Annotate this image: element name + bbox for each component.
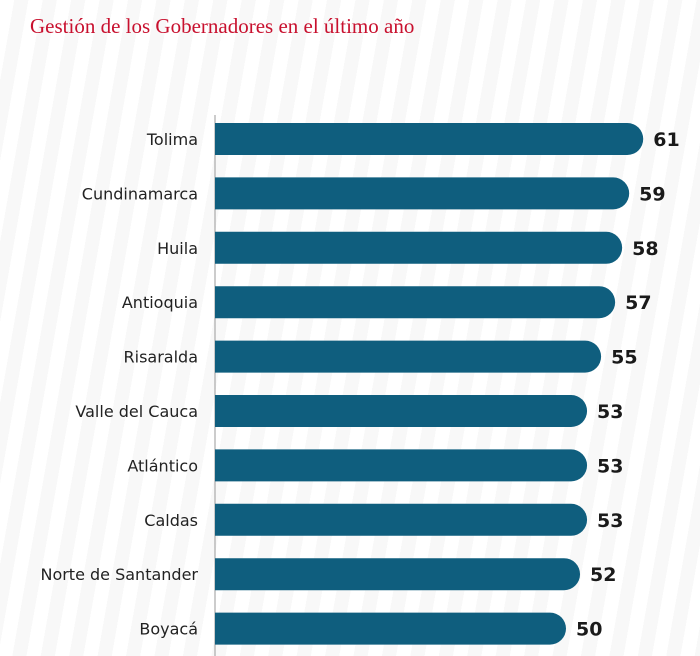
bar-9	[215, 612, 566, 645]
value-label: 59	[639, 183, 665, 205]
category-label: Antioquia	[122, 293, 198, 312]
category-label: Boyacá	[139, 620, 198, 639]
bar-6	[215, 449, 588, 482]
bars-group	[215, 123, 644, 645]
category-label: Tolima	[146, 130, 198, 149]
value-label: 61	[653, 129, 679, 151]
category-label: Caldas	[144, 511, 198, 530]
bar-2	[215, 231, 623, 264]
value-label: 53	[597, 401, 623, 423]
bar-5	[215, 395, 588, 427]
category-label: Norte de Santander	[40, 565, 198, 584]
value-label: 52	[590, 564, 616, 586]
chart-title: Gestión de los Gobernadores en el último…	[30, 14, 415, 38]
category-label: Valle del Cauca	[75, 402, 198, 421]
bar-3	[215, 286, 616, 319]
bar-0	[215, 123, 644, 155]
value-label: 53	[597, 455, 623, 477]
value-label: 55	[611, 347, 637, 369]
value-label: 57	[625, 292, 651, 314]
bar-8	[215, 558, 581, 591]
category-label: Cundinamarca	[82, 184, 198, 203]
category-label: Atlántico	[127, 456, 198, 475]
category-labels-group: Tolima Cundinamarca Huila Antioquia Risarald…	[40, 130, 198, 639]
bar-4	[215, 340, 602, 373]
value-label: 58	[632, 238, 658, 260]
value-label: 53	[597, 510, 623, 532]
category-label: Risaralda	[124, 348, 199, 367]
value-label: 50	[576, 619, 602, 641]
bar-7	[215, 503, 588, 536]
bar-1	[215, 177, 630, 210]
value-labels-group: 61 59 58 57 55 53 53 53 52 50	[576, 129, 680, 641]
category-label: Huila	[157, 239, 198, 258]
